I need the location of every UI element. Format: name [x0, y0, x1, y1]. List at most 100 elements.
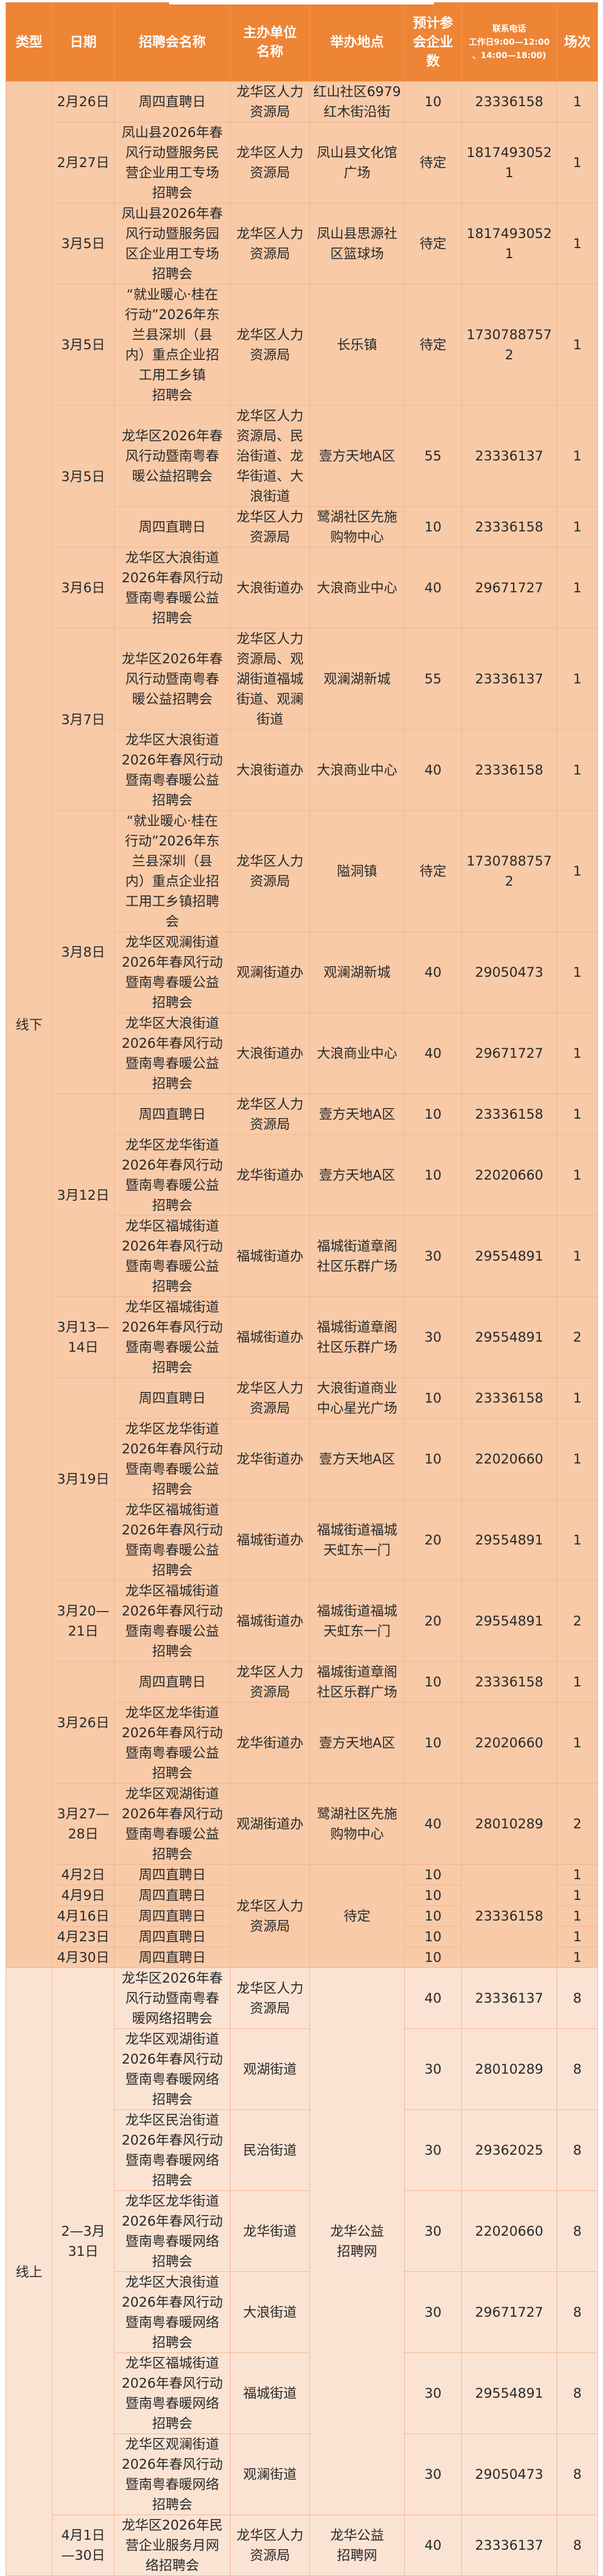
fair-name-cell: 周四直聘日: [114, 1947, 231, 1968]
sessions-cell: 1: [557, 729, 598, 811]
phone-cell[interactable]: 29671727: [461, 547, 557, 629]
table-row: 3月27— 28日 龙华区观湖街道 2026年春风行动 暨南粤春暖公益 招聘会 观湖…: [6, 1783, 598, 1865]
phone-cell[interactable]: 23336137: [461, 1967, 557, 2029]
table-row: 龙华区龙华街道 2026年春风行动 暨南粤春暖公益 招聘会 龙华街道办 壹方天地A区…: [6, 1702, 598, 1784]
phone-cell[interactable]: 17307887572: [461, 810, 557, 932]
phone-cell[interactable]: 18174930521: [461, 122, 557, 203]
host-cell: 龙华区人力 资源局: [230, 1864, 310, 1968]
date-cell: 3月26日: [52, 1661, 114, 1784]
phone-cell[interactable]: 29050473: [461, 2434, 557, 2515]
phone-cell[interactable]: 23336158: [461, 1094, 557, 1135]
host-cell: 龙华区人力 资源局: [230, 122, 310, 203]
sessions-cell: 1: [557, 405, 598, 507]
phone-cell[interactable]: 29050473: [461, 931, 557, 1013]
date-cell: 4月9日: [52, 1885, 114, 1906]
table-row: 4月2日 周四直聘日 龙华区人力 资源局 待定 10 23336158 1: [6, 1864, 598, 1968]
phone-cell[interactable]: 29554891: [461, 1296, 557, 1378]
date-cell: 3月13— 14日: [52, 1296, 114, 1378]
company-count-cell: 40: [404, 1967, 462, 2029]
phone-cell[interactable]: 23336158: [461, 1661, 557, 1703]
sessions-cell: 8: [557, 2515, 598, 2576]
fair-name-cell: 龙华区龙华街道 2026年春风行动 暨南粤春暖公益 招聘会: [114, 1702, 231, 1784]
host-cell: 福城街道: [230, 2352, 310, 2434]
fair-name-cell: 龙华区2026年春 风行动暨南粤春 暖网络招聘会: [114, 1967, 231, 2029]
sessions-cell: 8: [557, 1967, 598, 2029]
phone-cell[interactable]: 22020660: [461, 1702, 557, 1784]
phone-cell[interactable]: 23336158: [461, 81, 557, 122]
venue-cell: 大浪商业中心: [309, 729, 405, 811]
fair-name-cell: 周四直聘日: [114, 1926, 231, 1947]
fair-name-cell: 周四直聘日: [114, 506, 231, 548]
phone-cell[interactable]: 23336137: [461, 405, 557, 507]
host-cell: 福城街道办: [230, 1499, 310, 1581]
phone-cell[interactable]: 29671727: [461, 2271, 557, 2353]
phone-cell[interactable]: 23336158: [461, 729, 557, 811]
company-count-cell: 30: [404, 1296, 462, 1378]
phone-cell[interactable]: 22020660: [461, 1134, 557, 1216]
fair-name-cell: 龙华区龙华街道 2026年春风行动 暨南粤春暖网络 招聘会: [114, 2190, 231, 2272]
company-count-cell: 10: [404, 1702, 462, 1784]
phone-cell[interactable]: 28010289: [461, 2028, 557, 2110]
phone-cell[interactable]: 29554891: [461, 2352, 557, 2434]
phone-cell[interactable]: 23336137: [461, 628, 557, 730]
phone-cell[interactable]: 23336158: [461, 506, 557, 548]
table-row: 线上 2—3月 31日 龙华区2026年春 风行动暨南粤春 暖网络招聘会 龙华区人力 …: [6, 1967, 598, 2576]
venue-cell: 大浪街道商业 中心星光广场: [309, 1377, 405, 1419]
venue-cell: 隘洞镇: [309, 810, 405, 932]
company-count-cell: 10: [404, 1377, 462, 1419]
sessions-cell: 1: [557, 1702, 598, 1784]
table-row: 3月26日 周四直聘日 龙华区人力 资源局 福城街道章阁 社区乐群广场 10 233361…: [6, 1661, 598, 1784]
venue-cell: 壹方天地A区: [309, 1134, 405, 1216]
date-cell: 2月27日: [52, 122, 114, 203]
sessions-cell: 1: [557, 122, 598, 203]
table-row: 龙华区大浪街道 2026年春风行动 暨南粤春暖公益 招聘会 大浪街道办 大浪商业中心…: [6, 729, 598, 811]
host-cell: 龙华区人力 资源局: [230, 810, 310, 932]
phone-cell[interactable]: 29554891: [461, 1580, 557, 1662]
phone-cell[interactable]: 29671727: [461, 1013, 557, 1094]
fair-name-cell: 龙华区龙华街道 2026年春风行动 暨南粤春暖公益 招聘会: [114, 1418, 231, 1500]
phone-cell[interactable]: 18174930521: [461, 203, 557, 284]
phone-cell[interactable]: 28010289: [461, 1783, 557, 1865]
phone-cell[interactable]: 23336158: [461, 1864, 557, 1968]
fair-name-cell: 龙华区大浪街道 2026年春风行动 暨南粤春暖公益 招聘会: [114, 1013, 231, 1094]
phone-cell[interactable]: 29362025: [461, 2109, 557, 2191]
header-company-count: 预计参 会企业 数: [404, 2, 462, 82]
phone-cell[interactable]: 29554891: [461, 1499, 557, 1581]
phone-cell[interactable]: 17307887572: [461, 284, 557, 406]
host-cell: 龙华区人力 资源局: [230, 284, 310, 406]
fair-name-cell: 龙华区观湖街道 2026年春风行动 暨南粤春暖公益 招聘会: [114, 1783, 231, 1865]
venue-cell: 待定: [309, 1864, 405, 1968]
company-count-cell: 30: [404, 2434, 462, 2515]
sessions-cell: 1: [557, 1947, 598, 1968]
table-row: 龙华区龙华街道 2026年春风行动 暨南粤春暖网络 招聘会 龙华街道 30 22020…: [6, 2190, 598, 2272]
table-body: 线下 2月26日 周四直聘日 龙华区人力 资源局 红山社区6979 红木街沿街 10 233…: [6, 81, 598, 2576]
sessions-cell: 1: [557, 931, 598, 1013]
venue-cell: 观澜湖新城: [309, 628, 405, 730]
sessions-cell: 1: [557, 1905, 598, 1927]
company-count-cell: 40: [404, 2515, 462, 2576]
company-count-cell: 10: [404, 1885, 462, 1906]
phone-cell[interactable]: 23336158: [461, 1377, 557, 1419]
company-count-cell: 30: [404, 2352, 462, 2434]
fair-name-cell: 龙华区福城街道 2026年春风行动 暨南粤春暖公益 招聘会: [114, 1499, 231, 1581]
sessions-cell: 8: [557, 2190, 598, 2272]
host-cell: 龙华街道办: [230, 1134, 310, 1216]
date-cell: 3月7日: [52, 628, 114, 811]
table-row: 龙华区民治街道 2026年春风行动 暨南粤春暖网络 招聘会 民治街道 30 29362…: [6, 2109, 598, 2191]
date-cell: 3月20— 21日: [52, 1580, 114, 1662]
sessions-cell: 8: [557, 2271, 598, 2353]
venue-cell: 鹭湖社区先施 购物中心: [309, 1783, 405, 1865]
phone-cell[interactable]: 23336137: [461, 2515, 557, 2576]
sessions-cell: 1: [557, 1864, 598, 1885]
phone-cell[interactable]: 29554891: [461, 1215, 557, 1297]
table-row: 龙华区大浪街道 2026年春风行动 暨南粤春暖公益 招聘会 大浪街道办 大浪商业中心…: [6, 1013, 598, 1094]
host-cell: 观湖街道办: [230, 1783, 310, 1865]
date-cell: 3月5日: [52, 203, 114, 284]
phone-cell[interactable]: 22020660: [461, 1418, 557, 1500]
fair-name-cell: 周四直聘日: [114, 1864, 231, 1885]
venue-cell: 壹方天地A区: [309, 1702, 405, 1784]
fair-name-cell: 周四直聘日: [114, 1885, 231, 1906]
sessions-cell: 8: [557, 2352, 598, 2434]
company-count-cell: 55: [404, 405, 462, 507]
phone-cell[interactable]: 22020660: [461, 2190, 557, 2272]
